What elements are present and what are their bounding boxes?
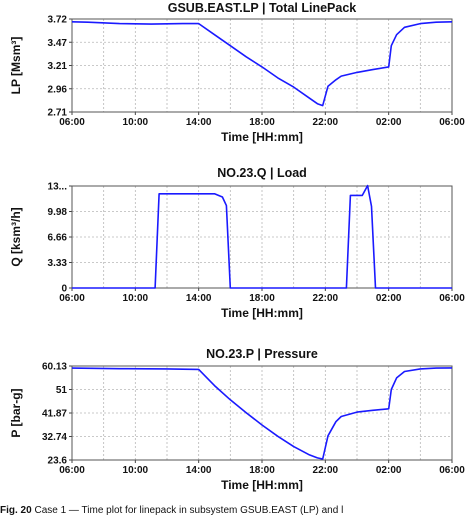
y-tick-label: 3.47: [48, 38, 68, 49]
y-axis-label: LP [Msm³]: [9, 37, 23, 95]
y-tick-label: 2.96: [48, 84, 68, 95]
y-tick-label: 23.6: [48, 456, 68, 467]
x-tick-label: 14:00: [186, 117, 212, 128]
y-tick-label: 3.72: [48, 15, 68, 26]
x-tick-label: 02:00: [376, 117, 402, 128]
x-tick-label: 06:00: [439, 117, 465, 128]
series-line: [72, 184, 452, 289]
figure-canvas: GSUB.EAST.LP | Total LinePack 3.72 3.47 3.2…: [9, 1, 465, 492]
x-tick-label: 18:00: [249, 293, 275, 304]
y-tick-label: 6.66: [48, 233, 68, 244]
x-tick-label: 06:00: [59, 293, 85, 304]
y-axis-label: Q [ksm³/h]: [9, 207, 23, 266]
chart-title: GSUB.EAST.LP | Total LinePack: [168, 1, 357, 15]
y-tick-label: 3.33: [48, 258, 68, 269]
x-tick-label: 06:00: [439, 465, 465, 476]
chart-title: NO.23.P | Pressure: [206, 347, 318, 361]
x-axis-label: Time [HH:mm]: [221, 130, 303, 144]
plot-frame: [71, 18, 453, 113]
y-tick-label: 2.71: [48, 108, 68, 119]
x-tick-label: 22:00: [313, 293, 339, 304]
x-axis-label: Time [HH:mm]: [221, 478, 303, 492]
series-line: [71, 367, 453, 460]
x-tick-label: 10:00: [123, 117, 149, 128]
plot-frame: [71, 365, 453, 461]
x-tick-label: 10:00: [123, 465, 149, 476]
x-tick-label: 18:00: [249, 117, 275, 128]
x-tick-label: 22:00: [313, 465, 339, 476]
x-tick-label: 06:00: [59, 117, 85, 128]
x-tick-label: 06:00: [59, 465, 85, 476]
y-tick-label: 51: [56, 385, 68, 396]
x-tick-label: 14:00: [186, 465, 212, 476]
y-tick-label: 0: [61, 284, 67, 295]
x-tick-label: 02:00: [376, 465, 402, 476]
y-tick-label: 13...: [48, 182, 68, 193]
y-tick-label: 32.74: [42, 432, 67, 443]
x-axis-label: Time [HH:mm]: [221, 306, 303, 320]
chart-panel-3: NO.23.P | Pressure60.135141.8732.7423.60…: [9, 347, 465, 492]
y-axis-label: P [bar-g]: [9, 388, 23, 437]
chart-panel-1: GSUB.EAST.LP | Total LinePack 3.72 3.47 3.2…: [9, 1, 465, 144]
y-tick-label: 9.98: [48, 207, 68, 218]
caption-label: Fig. 20: [0, 505, 32, 516]
y-tick-label: 41.87: [42, 409, 67, 420]
chart-title: NO.23.Q | Load: [217, 166, 307, 180]
x-tick-label: 22:00: [313, 117, 339, 128]
series-line: [71, 21, 453, 107]
y-tick-label: 60.13: [42, 362, 67, 373]
x-tick-label: 18:00: [249, 465, 275, 476]
x-tick-label: 14:00: [186, 293, 212, 304]
figure-caption: Fig. 20 Case 1 — Time plot for linepack …: [0, 505, 474, 520]
x-tick-label: 02:00: [376, 293, 402, 304]
caption-text: Case 1 — Time plot for linepack in subsy…: [34, 505, 344, 516]
x-tick-label: 06:00: [439, 293, 465, 304]
x-tick-label: 10:00: [123, 293, 149, 304]
y-tick-label: 3.21: [48, 61, 68, 72]
